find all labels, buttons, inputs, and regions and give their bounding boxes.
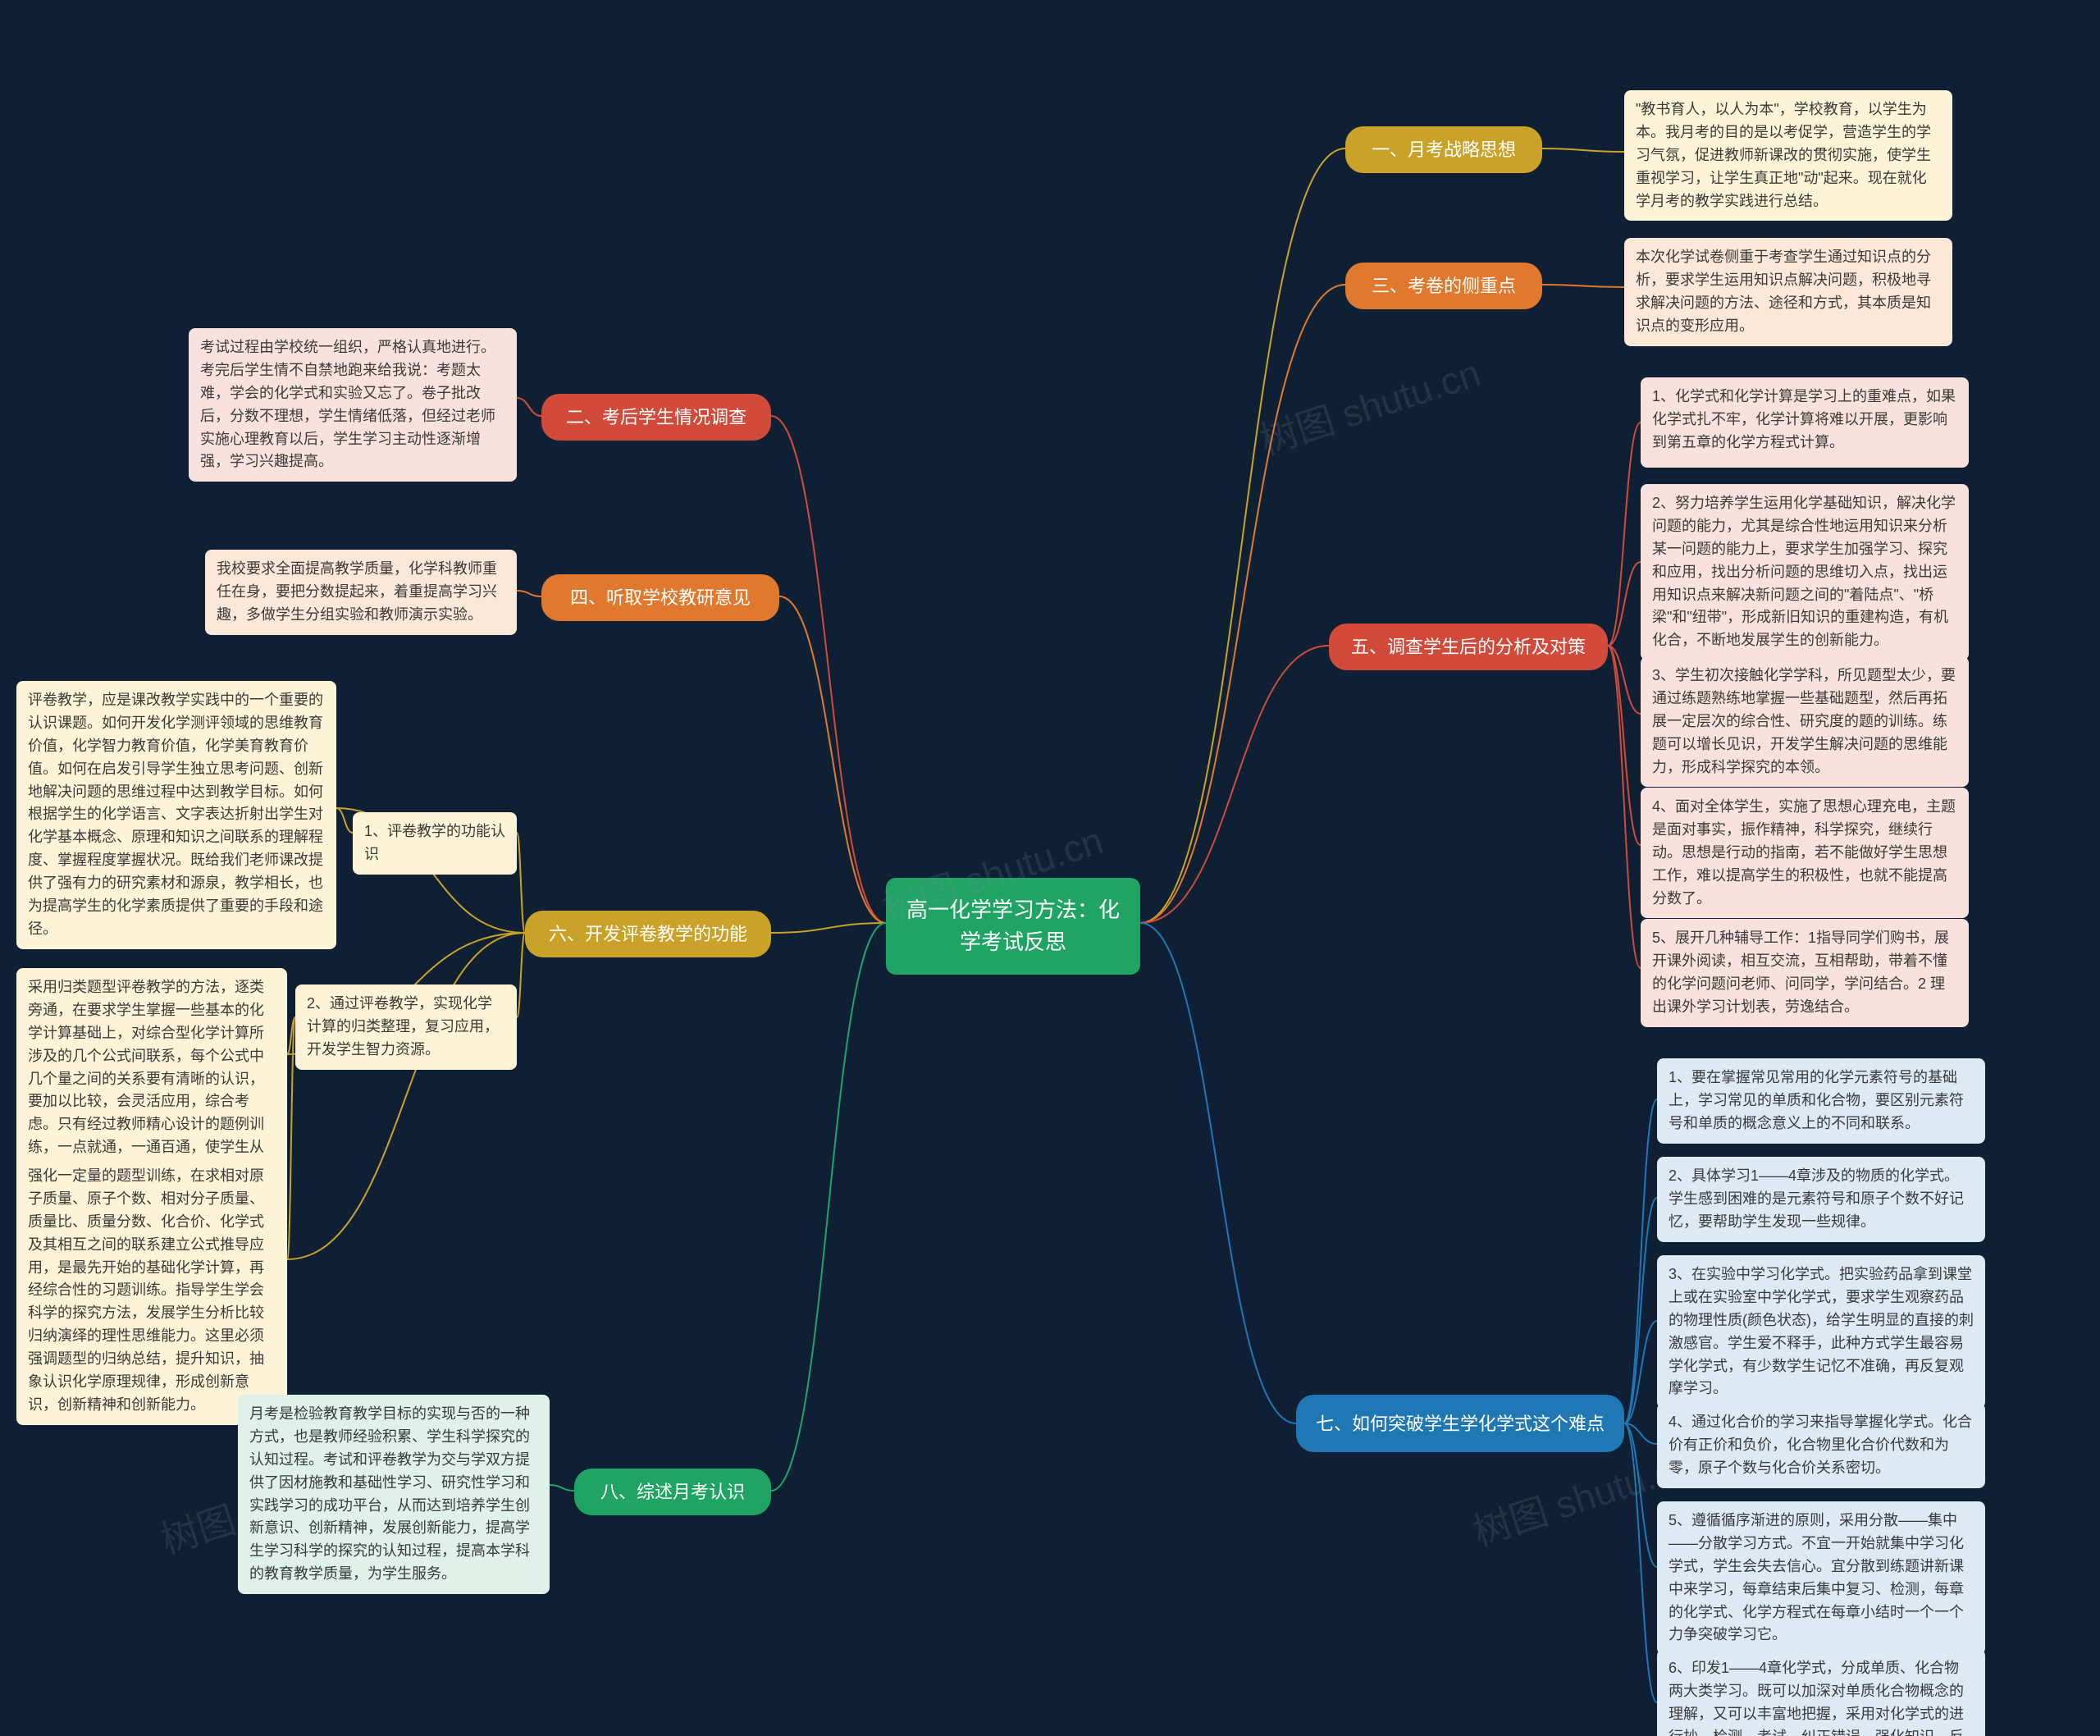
b6: 六、开发评卷教学的功能	[525, 911, 771, 957]
b3-text: 三、考卷的侧重点	[1372, 272, 1516, 299]
edge	[517, 591, 541, 596]
b7l5-text: 5、遵循循序渐进的原则，采用分散——集中——分散学习方式。不宜一开始就集中学习化…	[1669, 1512, 1964, 1642]
edge	[1624, 1198, 1657, 1423]
b1l1: "教书育人，以人为本"，学校教育，以学生为本。我月考的目的是以考促学，营造学生的…	[1624, 90, 1952, 221]
edge	[1140, 285, 1345, 923]
edge	[550, 1485, 574, 1491]
edge	[1140, 148, 1345, 923]
watermark: 树图 shutu.cn	[1253, 344, 1486, 466]
b2l1: 考试过程由学校统一组织，严格认真地进行。考完后学生情不自禁地跑来给我说：考题太难…	[189, 328, 517, 482]
edge	[779, 596, 886, 923]
b4l1-text: 我校要求全面提高教学质量，化学科教师重任在身，要把分数提起来，着重提高学习兴趣，…	[217, 560, 497, 623]
b5l1-text: 1、化学式和化学计算是学习上的重难点，如果化学式扎不牢，化学计算将难以开展，更影…	[1652, 388, 1956, 450]
b5l2-text: 2、努力培养学生运用化学基础知识，解决化学问题的能力，尤其是综合性地运用知识来分…	[1652, 495, 1956, 648]
b6l3-text: 强化一定量的题型训练，在求相对原子质量、原子个数、相对分子质量、质量比、质量分数…	[28, 1167, 264, 1413]
edge	[1140, 646, 1329, 923]
b7l6: 6、印发1——4章化学式，分成单质、化合物两大类学习。既可以加深对单质化合物概念…	[1657, 1649, 1985, 1736]
b5l4-text: 4、面对全体学生，实施了思想心理充电，主题是面对事实，振作精神，科学探究，继续行…	[1652, 798, 1956, 907]
b7l6-text: 6、印发1——4章化学式，分成单质、化合物两大类学习。既可以加深对单质化合物概念…	[1669, 1660, 1964, 1736]
b8l1: 月考是检验教育教学目标的实现与否的一种方式，也是教师经验积累、学生科学探究的认知…	[238, 1395, 550, 1594]
b7-text: 七、如何突破学生学化学式这个难点	[1316, 1410, 1605, 1437]
b6s2: 2、通过评卷教学，实现化学计算的归类整理，复习应用，开发学生智力资源。	[295, 984, 517, 1070]
edge	[1608, 646, 1641, 714]
b5-text: 五、调查学生后的分析及对策	[1351, 633, 1586, 660]
b8l1-text: 月考是检验教育教学目标的实现与否的一种方式，也是教师经验积累、学生科学探究的认知…	[249, 1405, 530, 1582]
edge	[1624, 1423, 1657, 1444]
edge	[287, 1017, 295, 1259]
b6s2-text: 2、通过评卷教学，实现化学计算的归类整理，复习应用，开发学生智力资源。	[307, 995, 499, 1058]
edge	[1608, 646, 1641, 845]
b8: 八、综述月考认识	[574, 1469, 771, 1515]
edge	[517, 933, 525, 1017]
b4l1: 我校要求全面提高教学质量，化学科教师重任在身，要把分数提起来，着重提高学习兴趣，…	[205, 550, 517, 635]
b1l1-text: "教书育人，以人为本"，学校教育，以学生为本。我月考的目的是以考促学，营造学生的…	[1636, 101, 1931, 209]
b5l2: 2、努力培养学生运用化学基础知识，解决化学问题的能力，尤其是综合性地运用知识来分…	[1641, 484, 1969, 660]
b7l5: 5、遵循循序渐进的原则，采用分散——集中——分散学习方式。不宜一开始就集中学习化…	[1657, 1501, 1985, 1655]
root-node-text: 高一化学学习方法：化学考试反思	[902, 894, 1124, 958]
edge	[771, 923, 886, 1491]
b4-text: 四、听取学校教研意见	[570, 584, 751, 611]
b7l4: 4、通过化合价的学习来指导掌握化学式。化合价有正价和负价，化合物里化合价代数和为…	[1657, 1403, 1985, 1488]
b7l2-text: 2、具体学习1——4章涉及的物质的化学式。学生感到困难的是元素符号和原子个数不好…	[1669, 1167, 1964, 1230]
edge	[1542, 285, 1624, 287]
b5: 五、调查学生后的分析及对策	[1329, 624, 1608, 670]
b5l5: 5、展开几种辅导工作：1指导同学们购书，展开课外阅读，相互交流，互相帮助，带着不…	[1641, 919, 1969, 1027]
edge	[1542, 148, 1624, 152]
edge	[771, 923, 886, 933]
edge	[1140, 923, 1296, 1423]
b1: 一、月考战略思想	[1345, 126, 1542, 173]
b7l3-text: 3、在实验中学习化学式。把实验药品拿到课堂上或在实验室中学化学式，要求学生观察药…	[1669, 1266, 1974, 1396]
b6l1: 评卷教学，应是课改教学实践中的一个重要的认识课题。如何开发化学测评领域的思维教育…	[16, 681, 336, 949]
mindmap-stage: 高一化学学习方法：化学考试反思树图 shutu.cn树图 shutu.cn树图 …	[0, 0, 2100, 1736]
b6l1-text: 评卷教学，应是课改教学实践中的一个重要的认识课题。如何开发化学测评领域的思维教育…	[28, 692, 323, 937]
b3l1-text: 本次化学试卷侧重于考查学生通过知识点的分析，要求学生运用知识点解决问题，积极地寻…	[1636, 249, 1931, 334]
edge	[517, 398, 541, 416]
edge	[1624, 1423, 1657, 1702]
edge	[336, 808, 353, 833]
edge	[1608, 423, 1641, 646]
b6-text: 六、开发评卷教学的功能	[549, 921, 747, 948]
b6s1: 1、评卷教学的功能认识	[353, 812, 517, 875]
b5l5-text: 5、展开几种辅导工作：1指导同学们购书，展开课外阅读，相互交流，互相帮助，带着不…	[1652, 930, 1949, 1015]
b3l1: 本次化学试卷侧重于考查学生通过知识点的分析，要求学生运用知识点解决问题，积极地寻…	[1624, 238, 1952, 346]
edge	[287, 1017, 295, 1054]
edge	[1624, 1423, 1657, 1567]
edge	[1608, 646, 1641, 968]
edge	[771, 416, 886, 923]
b3: 三、考卷的侧重点	[1345, 263, 1542, 309]
b7: 七、如何突破学生学化学式这个难点	[1296, 1395, 1624, 1452]
b8-text: 八、综述月考认识	[600, 1478, 745, 1505]
edge	[1624, 1099, 1657, 1423]
b2-text: 二、考后学生情况调查	[566, 404, 746, 431]
edge	[1624, 1321, 1657, 1423]
b6l2-text: 采用归类题型评卷教学的方法，逐类旁通，在要求学生掌握一些基本的化学计算基础上，对…	[28, 979, 264, 1178]
b5l3: 3、学生初次接触化学学科，所见题型太少，要通过练题熟练地掌握一些基础题型，然后再…	[1641, 656, 1969, 787]
b7l1-text: 1、要在掌握常见常用的化学元素符号的基础上，学习常见的单质和化合物，要区别元素符…	[1669, 1069, 1964, 1131]
edge	[287, 933, 525, 1259]
b4: 四、听取学校教研意见	[541, 574, 779, 621]
b5l3-text: 3、学生初次接触化学学科，所见题型太少，要通过练题熟练地掌握一些基础题型，然后再…	[1652, 667, 1956, 775]
edge	[517, 833, 525, 933]
b7l3: 3、在实验中学习化学式。把实验药品拿到课堂上或在实验室中学化学式，要求学生观察药…	[1657, 1255, 1985, 1409]
b1-text: 一、月考战略思想	[1372, 136, 1516, 163]
b2l1-text: 考试过程由学校统一组织，严格认真地进行。考完后学生情不自禁地跑来给我说：考题太难…	[200, 339, 495, 469]
edge	[1608, 562, 1641, 646]
b5l4: 4、面对全体学生，实施了思想心理充电，主题是面对事实，振作精神，科学探究，继续行…	[1641, 788, 1969, 918]
b7l4-text: 4、通过化合价的学习来指导掌握化学式。化合价有正价和负价，化合物里化合价代数和为…	[1669, 1414, 1972, 1476]
b7l1: 1、要在掌握常见常用的化学元素符号的基础上，学习常见的单质和化合物，要区别元素符…	[1657, 1058, 1985, 1144]
b5l1: 1、化学式和化学计算是学习上的重难点，如果化学式扎不牢，化学计算将难以开展，更影…	[1641, 377, 1969, 468]
b2: 二、考后学生情况调查	[541, 394, 771, 441]
b6l3: 强化一定量的题型训练，在求相对原子质量、原子个数、相对分子质量、质量比、质量分数…	[16, 1157, 287, 1425]
b6s1-text: 1、评卷教学的功能认识	[364, 823, 505, 862]
root-node: 高一化学学习方法：化学考试反思	[886, 878, 1140, 975]
b7l2: 2、具体学习1——4章涉及的物质的化学式。学生感到困难的是元素符号和原子个数不好…	[1657, 1157, 1985, 1242]
